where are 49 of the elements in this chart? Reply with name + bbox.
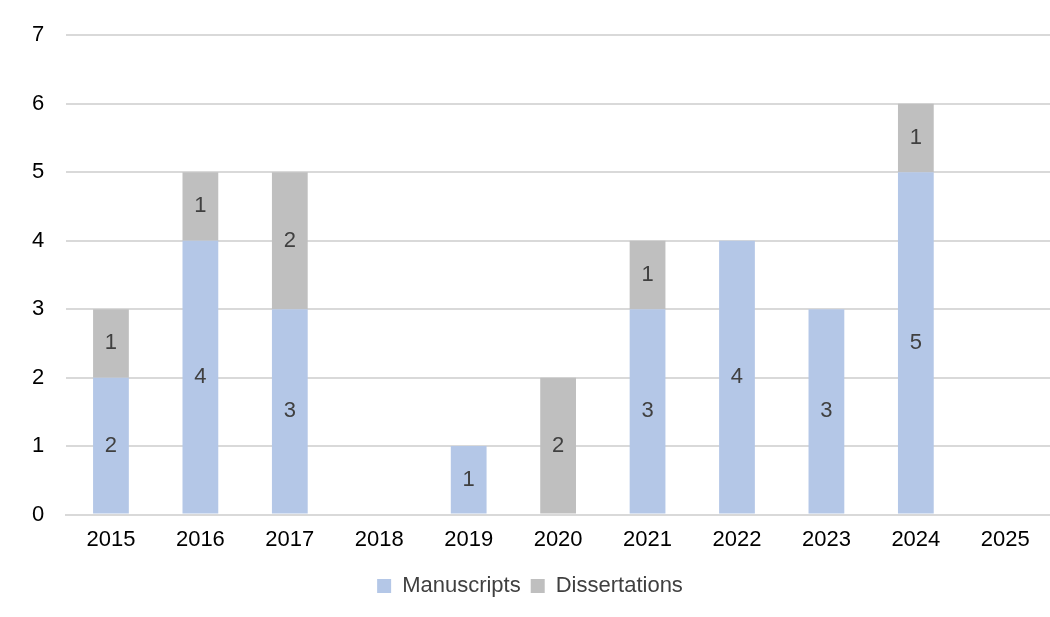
- y-tick-label: 4: [31, 226, 45, 252]
- bar: [271, 309, 308, 514]
- data-label: 2: [104, 431, 118, 457]
- bar: [182, 172, 219, 241]
- y-tick-label: 3: [31, 295, 45, 321]
- data-label: 1: [194, 192, 207, 218]
- y-tick-label: 7: [31, 21, 45, 47]
- y-tick-label: 5: [31, 158, 45, 184]
- x-tick-label: 2020: [533, 525, 583, 551]
- data-label: 1: [641, 260, 654, 286]
- data-label: 3: [283, 397, 296, 423]
- x-tick-label: 2023: [801, 525, 851, 551]
- bar: [93, 309, 129, 378]
- data-label: 2: [551, 431, 565, 457]
- bar: [629, 309, 666, 514]
- x-tick-label: 2016: [175, 525, 225, 551]
- bar: [897, 172, 934, 514]
- bar: [897, 103, 934, 173]
- x-tick-label: 2017: [265, 525, 315, 551]
- bar: [93, 377, 129, 514]
- data-label: 4: [194, 363, 207, 389]
- data-label: 1: [104, 329, 118, 355]
- bar: [450, 446, 487, 514]
- x-tick-label: 2021: [623, 525, 673, 551]
- bar: [271, 172, 308, 310]
- y-tick-label: 2: [31, 363, 45, 389]
- bar: [808, 309, 845, 514]
- y-tick-label: 6: [31, 89, 45, 115]
- data-label: 2: [283, 226, 296, 252]
- bar: [540, 377, 576, 514]
- data-label: 4: [730, 363, 744, 389]
- x-tick-label: 2022: [712, 525, 762, 551]
- legend-label: Dissertations: [555, 572, 683, 598]
- x-tick-label: 2024: [891, 525, 941, 551]
- x-tick-label: 2018: [354, 525, 404, 551]
- x-tick-label: 2025: [980, 525, 1030, 551]
- y-tick-label: 1: [31, 432, 45, 458]
- bar: [719, 240, 755, 514]
- bar: [629, 240, 666, 310]
- data-label: 1: [909, 123, 922, 149]
- y-tick-label: 0: [31, 500, 45, 526]
- bar: [182, 240, 219, 514]
- data-label: 5: [909, 328, 922, 354]
- x-tick-label: 2019: [444, 525, 494, 551]
- data-label: 3: [820, 397, 833, 423]
- legend-label: Manuscripts: [402, 572, 521, 598]
- data-label: 3: [641, 397, 654, 423]
- x-tick-label: 2015: [86, 525, 136, 551]
- data-label: 1: [462, 465, 475, 491]
